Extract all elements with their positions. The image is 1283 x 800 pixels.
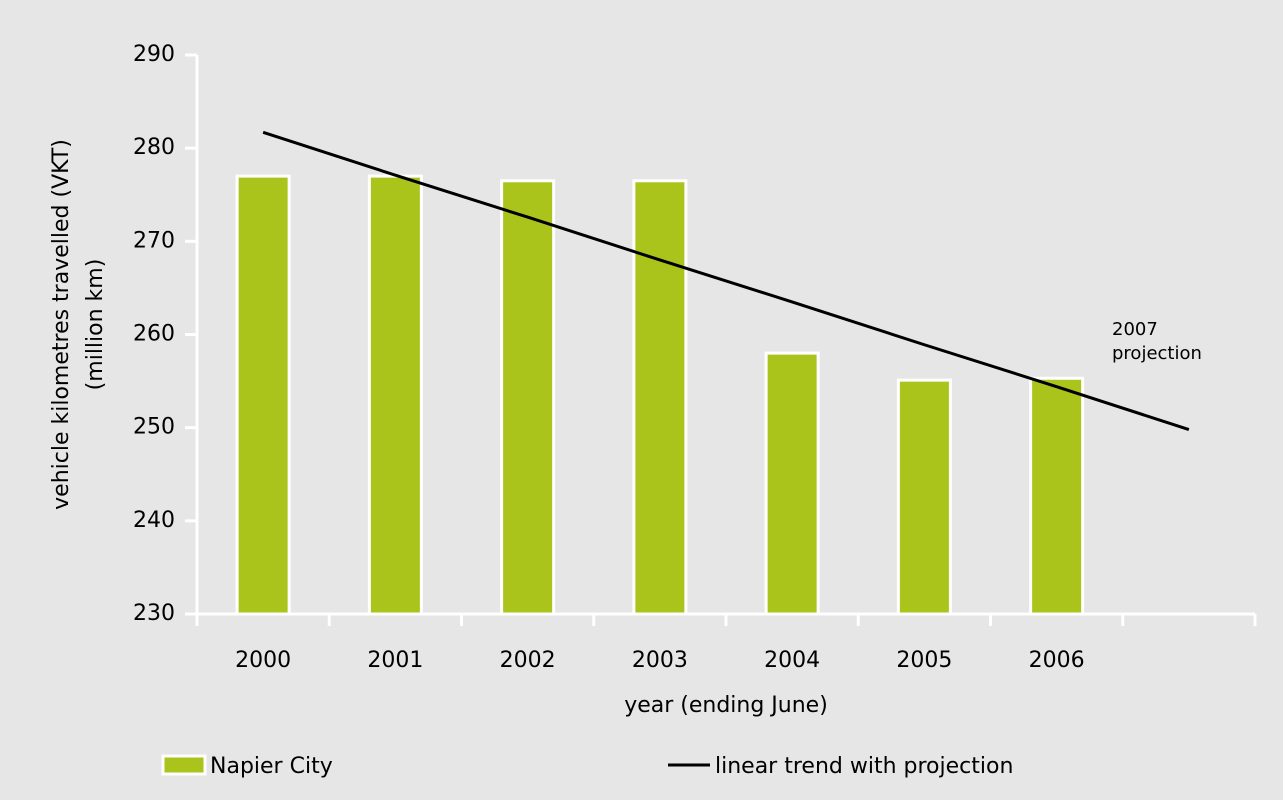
- bar: [764, 351, 820, 616]
- x-tick-label: 2002: [500, 648, 556, 673]
- bar: [235, 174, 291, 616]
- y-axis-label: (million km): [83, 259, 108, 391]
- bar: [896, 378, 952, 616]
- bar: [500, 179, 556, 616]
- x-tick-label: 2000: [235, 648, 291, 673]
- bar: [1029, 376, 1085, 616]
- annotation: 2007 projection: [1112, 319, 1202, 364]
- x-tick-label: 2006: [1029, 648, 1085, 673]
- y-tick-label: 250: [133, 415, 175, 440]
- x-tick-label: 2001: [367, 648, 423, 673]
- legend-swatch: [161, 754, 207, 776]
- y-tick-label: 290: [133, 42, 175, 67]
- y-tick-label: 270: [133, 228, 175, 253]
- x-tick-label: 2005: [896, 648, 952, 673]
- legend-label: Napier City: [210, 754, 333, 779]
- legend-label: linear trend with projection: [715, 754, 1013, 779]
- bar: [367, 174, 423, 616]
- bar: [632, 179, 688, 616]
- trend-line: [262, 130, 1190, 431]
- x-tick-label: 2003: [632, 648, 688, 673]
- x-tick-label: 2004: [764, 648, 820, 673]
- y-tick-label: 230: [133, 601, 175, 626]
- y-tick-label: 280: [133, 135, 175, 160]
- x-axis-label: year (ending June): [624, 693, 828, 718]
- y-tick-label: 260: [133, 322, 175, 347]
- y-axis-label: vehicle kilometres travelled (VKT): [49, 139, 74, 510]
- y-tick-label: 240: [133, 508, 175, 533]
